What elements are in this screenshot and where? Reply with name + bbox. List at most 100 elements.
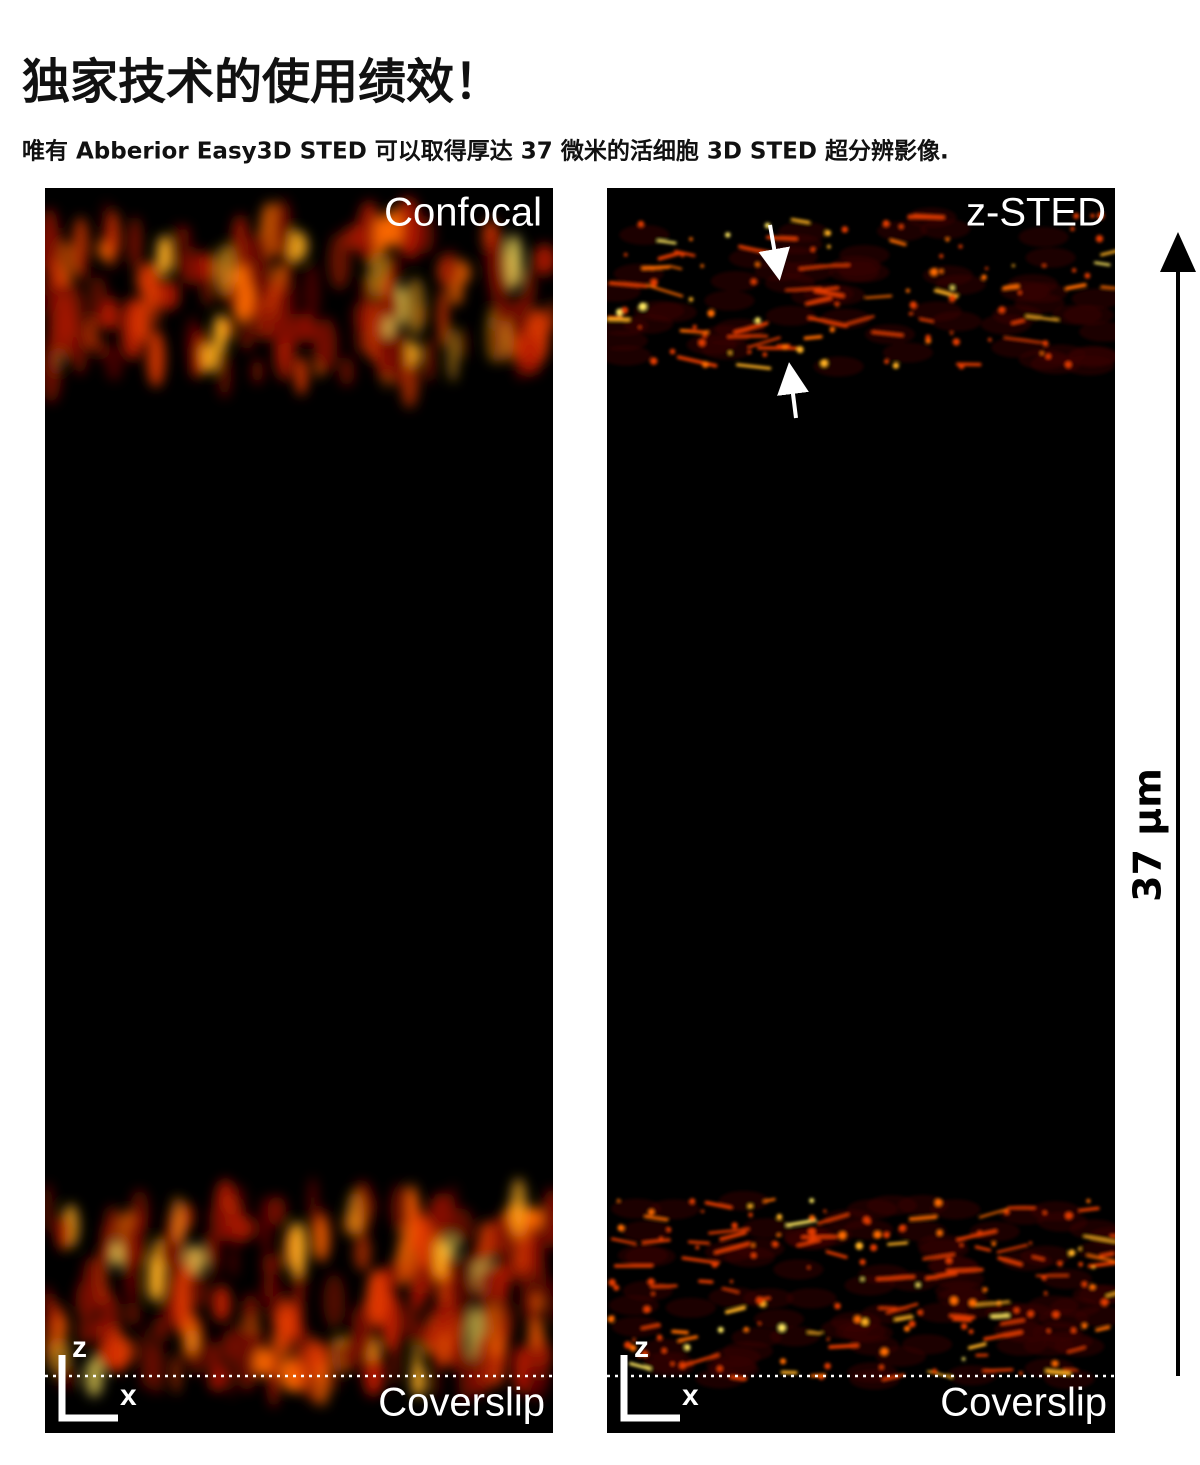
signal <box>649 1199 700 1220</box>
signal <box>1031 1255 1045 1261</box>
signal <box>887 1241 909 1246</box>
signal <box>352 301 367 330</box>
signal <box>1067 1346 1086 1354</box>
signal <box>674 249 696 258</box>
signal <box>1065 283 1087 291</box>
signal <box>823 1209 827 1213</box>
signal <box>1014 293 1065 314</box>
pointer-arrow <box>758 224 791 281</box>
signal <box>698 1279 714 1284</box>
signal <box>366 1269 388 1326</box>
signal <box>188 1329 197 1353</box>
signal <box>641 1350 649 1358</box>
signal <box>841 226 849 233</box>
signal <box>45 283 55 314</box>
fluorescence <box>45 196 553 1408</box>
signal <box>78 1315 92 1347</box>
signal <box>1045 1369 1072 1376</box>
signal <box>978 1208 1008 1219</box>
signal <box>274 1297 296 1352</box>
signal <box>545 1277 553 1324</box>
signal <box>112 1240 121 1269</box>
signal <box>628 1362 652 1371</box>
signal <box>714 318 765 339</box>
signal <box>116 1342 127 1373</box>
signal <box>1070 226 1075 232</box>
signal <box>360 274 373 311</box>
signal <box>239 319 255 352</box>
signal <box>621 306 629 314</box>
signal <box>490 1214 515 1259</box>
signal <box>983 1287 988 1292</box>
signal <box>447 326 459 383</box>
signal <box>608 1278 616 1287</box>
signal <box>1018 1371 1023 1376</box>
signal <box>525 1365 547 1401</box>
signal <box>807 1266 811 1269</box>
signal <box>1051 1360 1059 1367</box>
signal <box>215 244 235 296</box>
signal <box>610 1237 637 1246</box>
signal <box>293 1291 303 1343</box>
signal <box>847 1362 898 1383</box>
signal <box>1028 1241 1033 1245</box>
signal <box>816 1213 850 1225</box>
signal <box>742 1218 793 1239</box>
signal <box>128 216 142 270</box>
signal <box>949 331 954 335</box>
signal <box>708 1227 750 1235</box>
signal <box>411 1343 422 1383</box>
signal <box>687 328 704 333</box>
axis-z: z <box>72 1331 87 1364</box>
signal <box>684 1344 691 1351</box>
signal <box>686 334 737 355</box>
signal <box>1000 1318 1025 1326</box>
signal <box>55 1214 71 1251</box>
fluorescence <box>607 207 1115 1390</box>
signal <box>871 330 904 337</box>
signal <box>1078 1206 1100 1213</box>
signal <box>1087 1261 1115 1268</box>
signal <box>637 220 645 228</box>
signal <box>798 263 835 271</box>
signal <box>882 342 933 363</box>
signal <box>701 1209 705 1213</box>
signal <box>700 264 704 268</box>
signal <box>185 316 200 366</box>
signal <box>228 1246 239 1278</box>
signal <box>950 285 955 291</box>
signal <box>968 1299 977 1307</box>
signal <box>100 1293 121 1332</box>
signal <box>521 335 541 376</box>
signal <box>877 221 927 242</box>
signal <box>426 1242 435 1296</box>
signal <box>713 1241 751 1255</box>
signal <box>140 1327 151 1391</box>
signal <box>1083 1235 1115 1243</box>
signal <box>668 265 683 270</box>
signal <box>52 260 64 289</box>
subtitle: 唯有 Abberior Easy3D STED 可以取得厚达 37 微米的活细胞… <box>22 138 949 165</box>
signal <box>776 1213 783 1220</box>
signal <box>374 295 387 338</box>
signal <box>930 268 938 276</box>
signal <box>898 1224 907 1232</box>
signal <box>838 1231 847 1240</box>
signal <box>1084 272 1091 279</box>
signal <box>1091 1265 1096 1270</box>
signal <box>45 1182 54 1234</box>
signal <box>246 232 271 295</box>
signal <box>743 1326 749 1332</box>
signal <box>990 1313 1010 1319</box>
panel-label: Confocal <box>384 191 542 235</box>
signal <box>791 286 842 307</box>
signal <box>105 1206 120 1236</box>
signal <box>657 250 683 261</box>
signal <box>820 1318 871 1339</box>
signal <box>718 1190 769 1211</box>
signal <box>702 333 707 338</box>
signal <box>670 1362 675 1366</box>
signal <box>766 305 816 326</box>
signal <box>716 1365 723 1372</box>
signal <box>886 1302 919 1314</box>
